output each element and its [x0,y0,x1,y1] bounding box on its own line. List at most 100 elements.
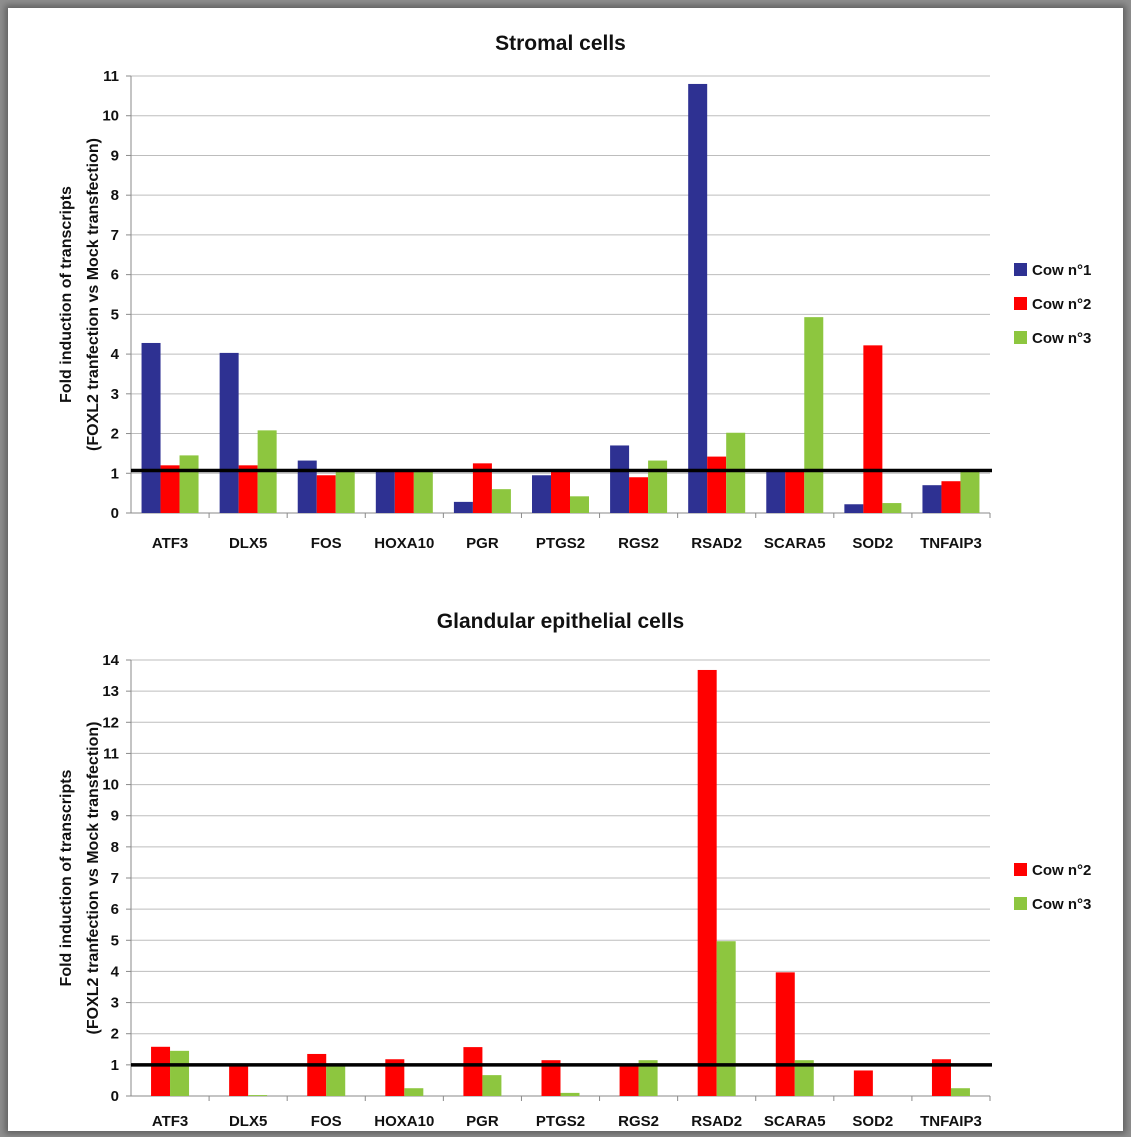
chart1-legend-swatch [1014,331,1027,344]
chart2-ytick-label: 13 [102,683,119,700]
chart2-category-label: PGR [466,1113,499,1130]
chart1-bar-scara5-2 [785,471,805,513]
chart1-bar-pgr-1 [453,501,473,513]
chart1-ytick-label: 2 [111,426,119,443]
chart2-legend-swatch [1014,897,1027,910]
chart1-bar-atf3-3 [179,455,199,513]
chart1-bar-dlx5-2 [238,465,258,513]
chart1-bar-pgr-3 [491,489,511,513]
chart2-bar-pgr-1 [463,1047,483,1096]
chart2-bar-pgr-2 [482,1075,502,1096]
chart2: Glandular epithelial cells01234567891011… [58,610,1091,1130]
chart1-category-label: SOD2 [852,535,893,552]
chart2-bar-tnfaip3-2 [950,1088,970,1096]
chart1-bar-rgs2-1 [610,445,630,513]
chart1-category-label: HOXA10 [374,535,434,552]
chart1-legend-swatch [1014,297,1027,310]
chart1-bar-tnfaip3-1 [922,485,942,513]
chart1-category-label: RSAD2 [691,535,742,552]
chart2-ytick-label: 2 [111,1026,119,1043]
chart2-category-label: SCARA5 [764,1113,826,1130]
chart2-ytick-label: 14 [102,652,119,669]
chart1-bar-hoxa10-1 [375,471,395,513]
chart2-bar-fos-2 [326,1065,346,1096]
chart1-bar-scara5-1 [766,471,786,513]
chart1-category-label: ATF3 [152,535,188,552]
chart1-category-label: TNFAIP3 [920,535,982,552]
chart2-bar-scara5-1 [775,972,795,1096]
chart1-bar-tnfaip3-2 [941,481,961,513]
chart2-ytick-label: 9 [111,808,119,825]
chart1-bar-fos-3 [335,471,355,513]
chart1-ylabel-line2: (FOXL2 tranfection vs Mock transfection) [85,138,102,451]
chart2-ytick-label: 5 [111,932,119,949]
chart2-bar-sod2-1 [853,1070,873,1096]
chart1-ytick-label: 0 [111,505,119,522]
chart2-bar-atf3-1 [151,1046,171,1096]
chart1-bar-sod2-1 [844,504,864,513]
chart2-bar-hoxa10-2 [404,1088,424,1096]
chart1-category-label: RGS2 [618,535,659,552]
chart2-title: Glandular epithelial cells [437,610,684,633]
chart1-bar-scara5-3 [804,317,824,513]
chart1-legend-label: Cow n°2 [1032,296,1091,313]
chart2-bar-fos-1 [307,1053,327,1096]
chart2-ytick-label: 7 [111,870,119,887]
chart1-bar-rsad2-2 [707,456,727,513]
chart1-ytick-label: 11 [103,68,119,85]
chart1-bar-fos-1 [297,460,317,513]
chart1-ytick-label: 4 [111,346,120,363]
chart2-legend-label: Cow n°3 [1032,896,1091,913]
chart1-ytick-label: 9 [111,147,119,164]
chart2-category-label: FOS [311,1113,342,1130]
chart2-bar-rgs2-2 [638,1060,658,1096]
chart2-legend-swatch [1014,863,1027,876]
chart1-category-label: SCARA5 [764,535,826,552]
chart2-ytick-label: 12 [102,714,119,731]
chart2-category-label: RSAD2 [691,1113,742,1130]
chart1-legend-label: Cow n°1 [1032,262,1091,279]
chart2-bar-ptgs2-1 [541,1060,561,1096]
chart2-bar-dlx5-1 [229,1065,249,1096]
chart1-category-label: PGR [466,535,499,552]
chart2-bar-atf3-2 [170,1050,190,1096]
chart2-ytick-label: 6 [111,901,119,918]
chart1-bar-atf3-1 [141,342,161,513]
chart1-bar-hoxa10-2 [394,471,414,513]
chart1-category-label: FOS [311,535,342,552]
chart1-bar-sod2-3 [882,503,902,513]
chart1-bar-pgr-2 [472,463,492,513]
chart2-bar-scara5-2 [794,1060,814,1096]
chart2-category-label: HOXA10 [374,1113,434,1130]
chart1-bar-ptgs2-1 [532,475,551,513]
chart2-category-label: RGS2 [618,1113,659,1130]
chart1-category-label: PTGS2 [536,535,585,552]
chart1-bar-ptgs2-2 [551,471,570,513]
chart1-ytick-label: 6 [111,267,119,284]
chart2-bar-tnfaip3-1 [931,1059,951,1096]
chart2-bar-rsad2-1 [697,669,717,1096]
chart1-bar-sod2-2 [863,345,883,513]
chart1-bar-rgs2-2 [629,477,649,513]
chart2-ytick-label: 3 [111,995,119,1012]
chart2-bar-dlx5-2 [248,1095,268,1096]
chart1-bar-tnfaip3-3 [960,471,980,513]
chart1-bar-fos-2 [316,475,336,513]
chart1-ytick-label: 5 [111,306,119,323]
chart2-bar-rgs2-1 [619,1065,639,1096]
chart2-ytick-label: 0 [111,1088,119,1105]
chart1-bar-ptgs2-3 [570,496,589,513]
chart1-legend-swatch [1014,263,1027,276]
chart1-ytick-label: 10 [102,108,119,125]
chart2-ytick-label: 8 [111,839,119,856]
chart2-category-label: TNFAIP3 [920,1113,982,1130]
chart2-ylabel-line1: Fold induction of transcripts [58,769,75,986]
chart2-category-label: PTGS2 [536,1113,585,1130]
chart1-category-label: DLX5 [229,535,267,552]
figure-panel: Stromal cells 0 1 2 3 4 5 6 7 8 9 10 11 Fold inductio… [8,8,1123,1131]
chart1-ytick-label: 8 [111,187,119,204]
chart2-bar-ptgs2-2 [560,1092,580,1096]
chart1-bar-rsad2-3 [726,432,746,513]
chart1-bar-rsad2-1 [688,83,708,513]
chart2-bar-rsad2-2 [716,941,736,1096]
